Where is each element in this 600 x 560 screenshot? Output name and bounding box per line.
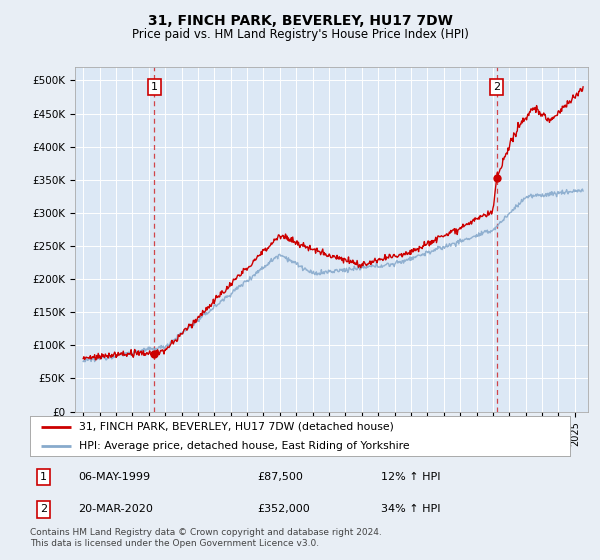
Text: 31, FINCH PARK, BEVERLEY, HU17 7DW (detached house): 31, FINCH PARK, BEVERLEY, HU17 7DW (deta… — [79, 422, 394, 432]
Text: 2: 2 — [40, 505, 47, 515]
Text: 20-MAR-2020: 20-MAR-2020 — [79, 505, 154, 515]
Text: 1: 1 — [151, 82, 158, 92]
Text: £87,500: £87,500 — [257, 472, 302, 482]
Text: £352,000: £352,000 — [257, 505, 310, 515]
Text: Contains HM Land Registry data © Crown copyright and database right 2024.
This d: Contains HM Land Registry data © Crown c… — [30, 528, 382, 548]
Text: 31, FINCH PARK, BEVERLEY, HU17 7DW: 31, FINCH PARK, BEVERLEY, HU17 7DW — [148, 14, 452, 28]
Text: 12% ↑ HPI: 12% ↑ HPI — [381, 472, 440, 482]
Text: Price paid vs. HM Land Registry's House Price Index (HPI): Price paid vs. HM Land Registry's House … — [131, 28, 469, 41]
Text: HPI: Average price, detached house, East Riding of Yorkshire: HPI: Average price, detached house, East… — [79, 441, 409, 451]
Text: 34% ↑ HPI: 34% ↑ HPI — [381, 505, 440, 515]
Text: 2: 2 — [493, 82, 500, 92]
Text: 06-MAY-1999: 06-MAY-1999 — [79, 472, 151, 482]
Text: 1: 1 — [40, 472, 47, 482]
